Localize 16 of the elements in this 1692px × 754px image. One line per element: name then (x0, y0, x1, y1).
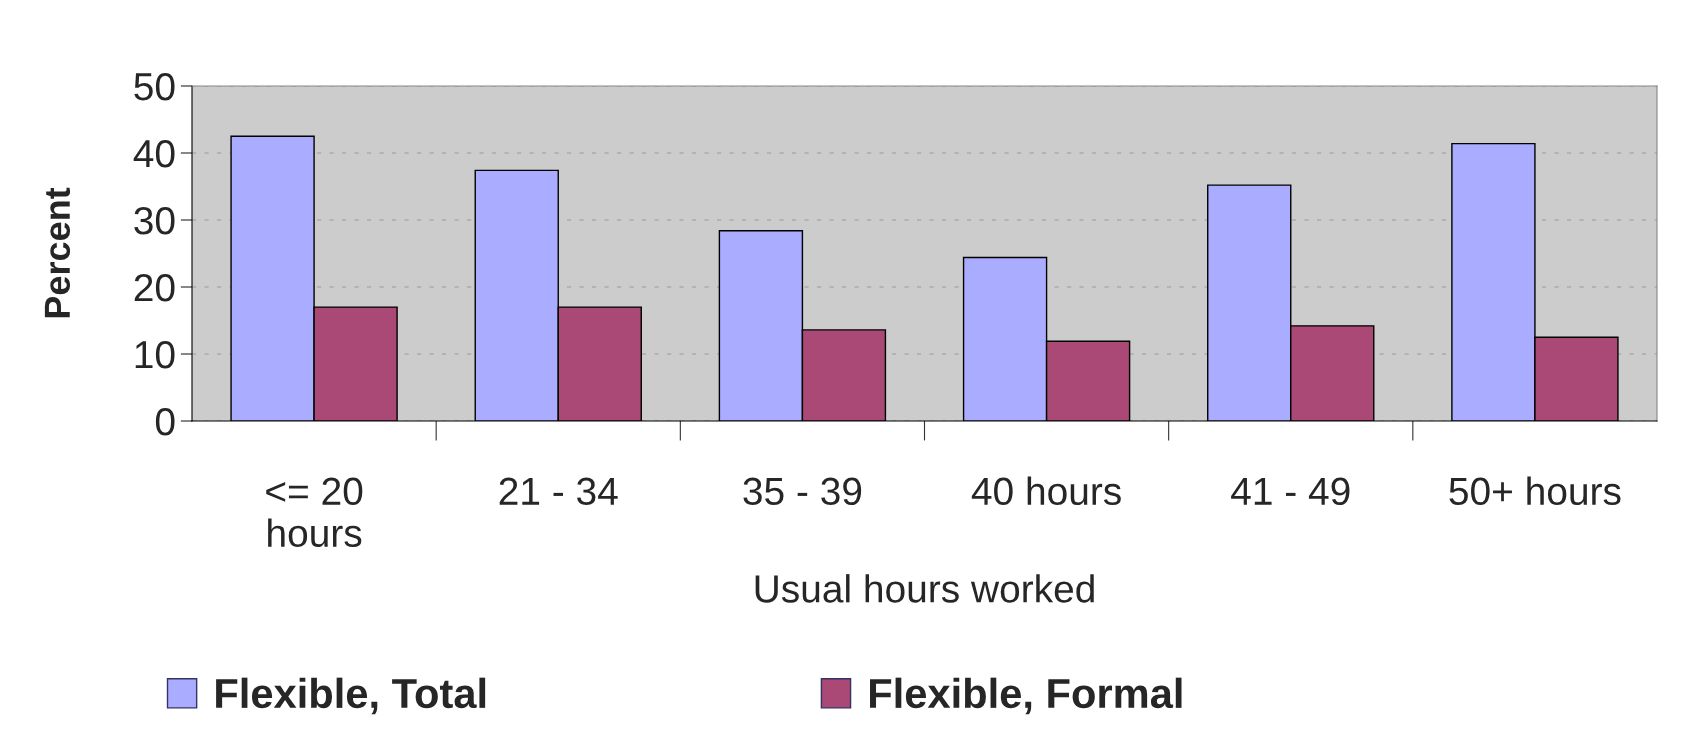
y-tick-label: 30 (134, 206, 175, 235)
y-tick-label: 50 (134, 72, 175, 101)
x-tick-label: 41 - 49 (1231, 477, 1350, 506)
x-tick-label: <= 20 hours (266, 477, 363, 548)
x-axis-title: Usual hours worked (755, 574, 1094, 603)
y-axis-title: Percent (44, 187, 71, 318)
y-tick-label: 10 (135, 340, 175, 369)
y-tick-label: 40 (133, 139, 175, 168)
y-tick-label: 0 (155, 407, 175, 436)
x-tick-label: 21 - 34 (499, 477, 618, 506)
legend-label: Flexible, Formal (870, 677, 1182, 715)
legend-label: Flexible, Total (216, 677, 486, 715)
x-tick-label: 40 hours (971, 476, 1121, 506)
x-tick-label: 50+ hours (1449, 476, 1621, 506)
y-tick-label: 20 (134, 273, 175, 302)
x-tick-label: 35 - 39 (743, 477, 862, 506)
